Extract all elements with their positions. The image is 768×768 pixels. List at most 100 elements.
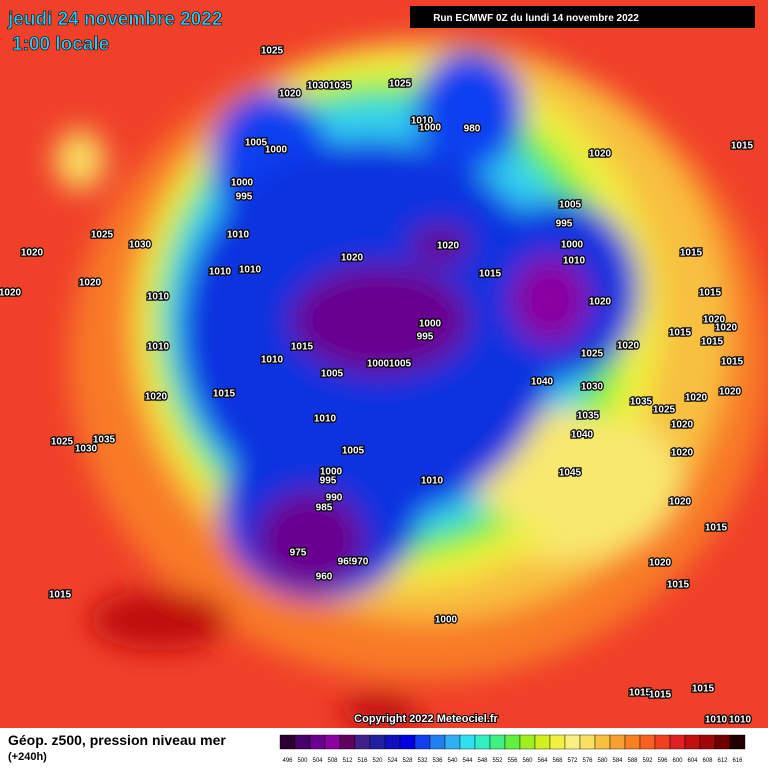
colorbar-cell (699, 734, 716, 750)
colorbar-cell (414, 734, 431, 750)
colorbar-label: 552 (492, 758, 503, 764)
isobar-label: 1025 (51, 437, 74, 448)
isobar-label: 1000 (419, 123, 442, 134)
isobar-label: 970 (352, 557, 369, 568)
colorbar-label: 576 (582, 758, 593, 764)
colorbar-cell (369, 734, 386, 750)
isobar-label: 1000 (320, 467, 343, 478)
colorbar-cell (489, 734, 506, 750)
isobar-label: 1010 (239, 265, 262, 276)
isobar-label: 1020 (671, 448, 694, 459)
isobar-label: 985 (316, 503, 333, 514)
colorbar-label: 508 (327, 758, 338, 764)
isobar-label: 1000 (265, 145, 288, 156)
isobar-label: 1005 (321, 369, 344, 380)
isobar-label: 1015 (699, 288, 722, 299)
isobar-label: 1020 (671, 420, 694, 431)
isobar-label: 1025 (91, 230, 114, 241)
isobar-label: 1025 (581, 349, 604, 360)
colorbar-label: 596 (657, 758, 668, 764)
isobar-label: 1030 (307, 81, 330, 92)
isobar-label: 1015 (669, 328, 692, 339)
colorbar-label: 536 (432, 758, 443, 764)
colorbar-cell (669, 734, 686, 750)
colorbar-label: 520 (372, 758, 383, 764)
colorbar-label: 516 (357, 758, 368, 764)
isobar-label: 1005 (389, 359, 412, 370)
isobar-label: 1035 (577, 411, 600, 422)
colorbar-cell (354, 734, 371, 750)
colorbar-cell (474, 734, 491, 750)
isobar-label: 1040 (531, 377, 554, 388)
colorbar-label: 616 (732, 758, 743, 764)
isobar-label: 1020 (685, 393, 708, 404)
isobar-label: 1010 (563, 256, 586, 267)
isobar-label: 1015 (49, 590, 72, 601)
isobar-label: 1020 (589, 297, 612, 308)
isobar-label: 1020 (0, 288, 22, 299)
colorbar: 496 500 504 508 512 516 520 524 528 532 536 540 544 5… (279, 734, 746, 764)
colorbar-cell (429, 734, 446, 750)
colorbar-cell (384, 734, 401, 750)
colorbar-cell (564, 734, 581, 750)
colorbar-label: 528 (402, 758, 413, 764)
colorbar-cell (579, 734, 596, 750)
colorbar-cell (294, 734, 311, 750)
colorbar-cell (399, 734, 416, 750)
colorbar-label: 612 (717, 758, 728, 764)
copyright: Copyright 2022 Meteociel.fr (354, 713, 498, 725)
colorbar-label: 584 (612, 758, 623, 764)
isobar-label: 1010 (729, 715, 752, 726)
map-field (0, 0, 768, 728)
date-title: jeudi 24 novembre 2022 (7, 9, 222, 30)
colorbar-label: 592 (642, 758, 653, 764)
isobar-label: 1020 (649, 558, 672, 569)
isobar-label: 1020 (21, 248, 44, 259)
run-info: Run ECMWF 0Z du lundi 14 novembre 2022 (433, 13, 639, 24)
colorbar-cell (684, 734, 701, 750)
isobar-label: 1015 (692, 684, 715, 695)
field-title: Géop. z500, pression niveau mer (8, 732, 226, 748)
colorbar-cell (504, 734, 521, 750)
colorbar-cell (624, 734, 641, 750)
isobar-label: 1020 (341, 253, 364, 264)
colorbar-cell (639, 734, 656, 750)
isobar-label: 1020 (279, 89, 302, 100)
isobar-label: 1020 (719, 387, 742, 398)
isobar-label: 1000 (419, 319, 442, 330)
isobar-label: 1015 (213, 389, 236, 400)
isobar-label: 1045 (559, 468, 582, 479)
isobar-label: 980 (464, 124, 481, 135)
colorbar-cell (549, 734, 566, 750)
isobar-label: 1000 (435, 615, 458, 626)
isobar-label: 1005 (342, 446, 365, 457)
isobar-label: 1035 (329, 81, 352, 92)
colorbar-label: 588 (627, 758, 638, 764)
colorbar-cell (519, 734, 536, 750)
colorbar-label: 604 (687, 758, 698, 764)
isobar-label: 1025 (261, 46, 284, 57)
isobar-label: 995 (320, 476, 337, 487)
isobar-label: 1020 (437, 241, 460, 252)
colorbar-label: 564 (537, 758, 548, 764)
isobar-label: 1030 (129, 240, 152, 251)
isobar-label: 1010 (411, 116, 434, 127)
colorbar-label: 568 (552, 758, 563, 764)
isobar-label: 1015 (667, 580, 690, 591)
colorbar-label: 600 (672, 758, 683, 764)
colorbar-label: 504 (312, 758, 323, 764)
isobar-label: 1025 (653, 405, 676, 416)
isobar-label: 1000 (561, 240, 584, 251)
colorbar-cell (444, 734, 461, 750)
isobar-label: 1000 (367, 359, 390, 370)
colorbar-cell (654, 734, 671, 750)
isobar-label: 1020 (703, 315, 726, 326)
colorbar-label: 608 (702, 758, 713, 764)
colorbar-label: 580 (597, 758, 608, 764)
isobar-label: 1010 (705, 715, 728, 726)
isobar-label: 1000 (231, 178, 254, 189)
run-box (410, 6, 755, 28)
isobar-label: 1010 (147, 292, 170, 303)
